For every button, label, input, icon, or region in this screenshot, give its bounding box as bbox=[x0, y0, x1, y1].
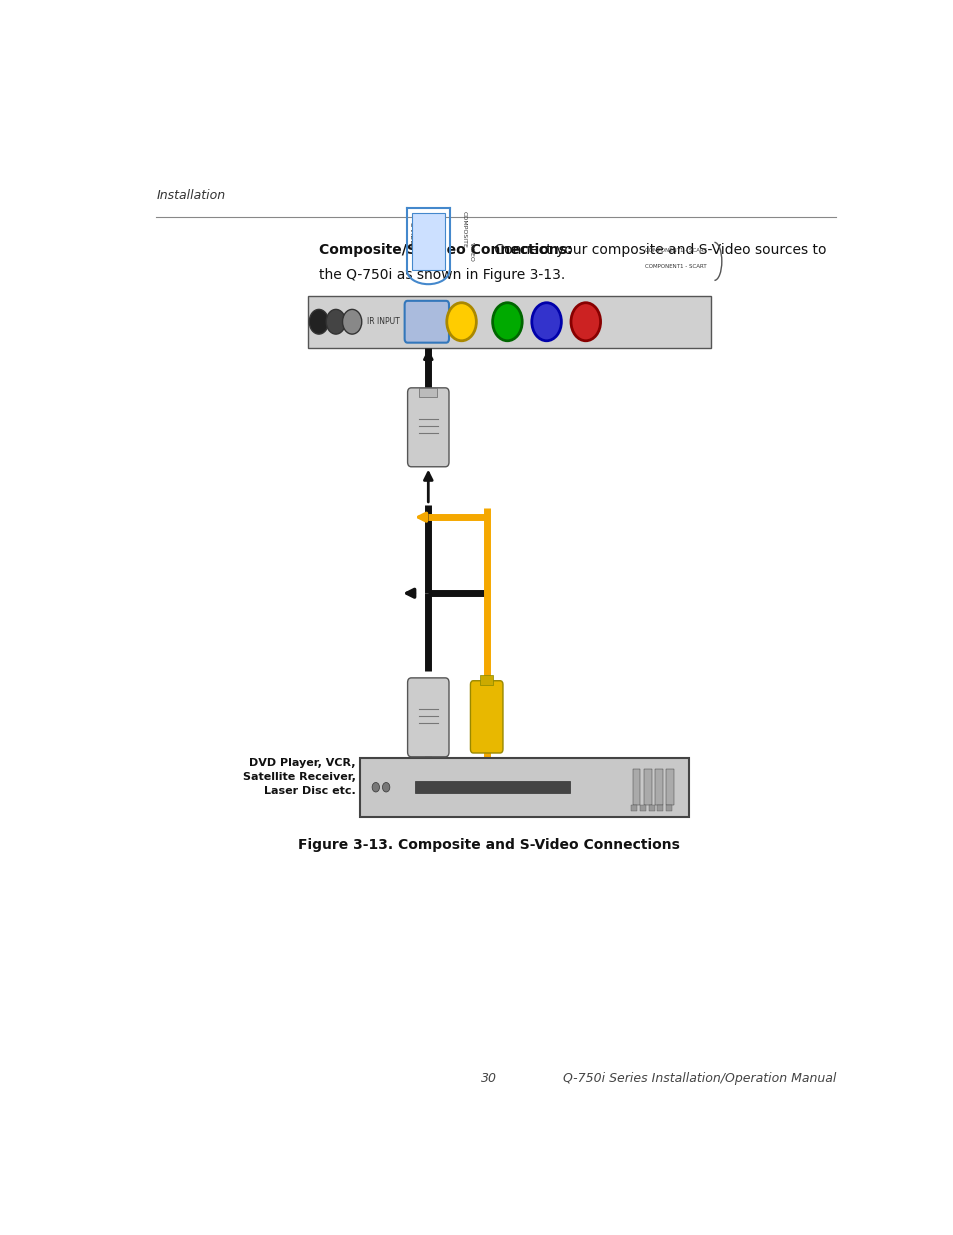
FancyBboxPatch shape bbox=[419, 388, 436, 398]
Circle shape bbox=[372, 783, 379, 792]
Bar bbox=[639, 805, 645, 811]
FancyBboxPatch shape bbox=[415, 781, 570, 793]
Text: VIDEO: VIDEO bbox=[468, 242, 474, 262]
Circle shape bbox=[571, 303, 600, 341]
Text: COMPONENT1 - SCART: COMPONENT1 - SCART bbox=[645, 248, 706, 253]
FancyBboxPatch shape bbox=[359, 758, 688, 816]
Text: COMPOSITE: COMPOSITE bbox=[461, 211, 466, 248]
Bar bbox=[665, 769, 673, 805]
Circle shape bbox=[531, 303, 560, 341]
Circle shape bbox=[446, 303, 476, 341]
Text: the Q-750i as shown in Figure 3-13.: the Q-750i as shown in Figure 3-13. bbox=[318, 268, 564, 282]
Text: COMPONENT1 - SCART: COMPONENT1 - SCART bbox=[645, 264, 706, 269]
Text: DVD Player, VCR,
Satellite Receiver,
Laser Disc etc.: DVD Player, VCR, Satellite Receiver, Las… bbox=[243, 758, 355, 795]
Circle shape bbox=[492, 303, 521, 341]
Text: Composite/S-Video Connections:: Composite/S-Video Connections: bbox=[318, 243, 572, 257]
Circle shape bbox=[309, 310, 328, 335]
Bar bbox=[643, 769, 651, 805]
FancyBboxPatch shape bbox=[412, 212, 444, 270]
Bar bbox=[665, 805, 672, 811]
FancyBboxPatch shape bbox=[470, 680, 502, 753]
Text: 30: 30 bbox=[480, 1072, 497, 1084]
Text: S-VIDEO: S-VIDEO bbox=[417, 222, 423, 249]
Bar bbox=[655, 769, 662, 805]
FancyBboxPatch shape bbox=[479, 676, 493, 684]
Bar bbox=[630, 805, 637, 811]
Text: Installation: Installation bbox=[156, 189, 225, 203]
Text: S-VIDEO: S-VIDEO bbox=[408, 222, 414, 249]
Text: IR INPUT: IR INPUT bbox=[367, 317, 399, 326]
Bar bbox=[648, 805, 654, 811]
FancyBboxPatch shape bbox=[308, 295, 710, 348]
Bar bbox=[633, 769, 639, 805]
Bar bbox=[657, 805, 662, 811]
Circle shape bbox=[326, 310, 345, 335]
FancyBboxPatch shape bbox=[407, 388, 449, 467]
Circle shape bbox=[382, 783, 390, 792]
Text: Figure 3-13. Composite and S-Video Connections: Figure 3-13. Composite and S-Video Conne… bbox=[297, 837, 679, 852]
FancyBboxPatch shape bbox=[404, 301, 449, 342]
FancyBboxPatch shape bbox=[407, 678, 449, 757]
Text: Q-750i Series Installation/Operation Manual: Q-750i Series Installation/Operation Man… bbox=[562, 1072, 836, 1084]
Circle shape bbox=[342, 310, 361, 335]
Text: Connect your composite and S-Video sources to: Connect your composite and S-Video sourc… bbox=[490, 243, 826, 257]
